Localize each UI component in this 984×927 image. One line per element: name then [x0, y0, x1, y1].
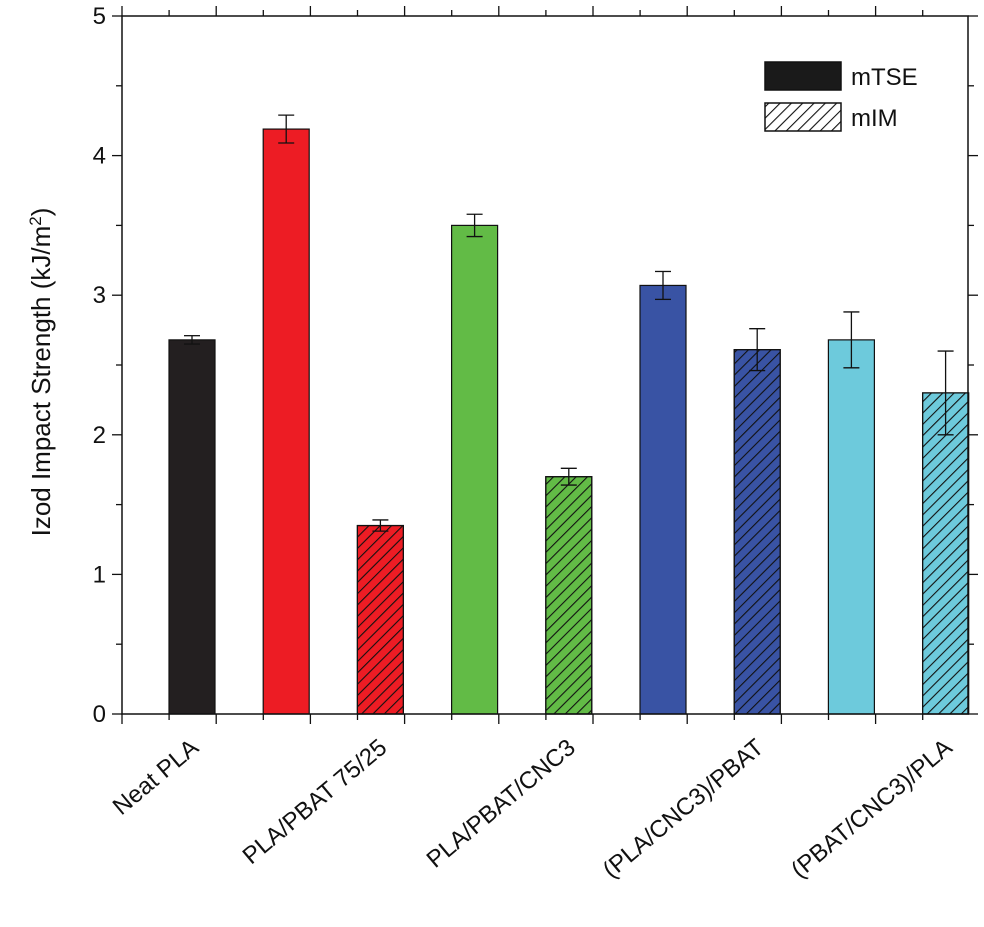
error-bar: [843, 311, 860, 369]
x-category-label: Neat PLA: [108, 734, 204, 821]
y-tick-label: 3: [93, 282, 106, 309]
y-tick-label: 4: [93, 143, 106, 170]
bar-hatch-overlay: [356, 524, 404, 715]
y-tick-label: 2: [93, 422, 106, 449]
legend-label-mtse: mTSE: [851, 64, 918, 91]
axis-ticks: [112, 6, 978, 724]
y-tick-label: 0: [93, 701, 106, 728]
error-bar: [655, 270, 671, 301]
bar-pla-cnc3-pbat-mtse: [639, 284, 687, 715]
x-category-label: PLA/PBAT 75/25: [238, 734, 393, 870]
error-bar: [749, 328, 766, 372]
legend-swatch-mtse: [764, 61, 842, 91]
error-bar: [278, 114, 295, 144]
error-bar: [372, 519, 389, 532]
bars-layer: [168, 128, 970, 715]
error-bar: [560, 467, 577, 486]
x-category-label: (PLA/CNC3)/PBAT: [598, 734, 770, 884]
y-axis-title: Izod Impact Strength (kJ/m2): [26, 208, 57, 537]
error-bar: [184, 335, 200, 345]
error-bar: [466, 213, 483, 238]
error-bars-layer: [184, 114, 954, 532]
y-tick-label: 1: [93, 561, 106, 588]
x-category-label: (PBAT/CNC3)/PLA: [786, 734, 957, 884]
bar-hatch-overlay: [921, 392, 970, 715]
bar-pla-pbat-cnc3-mtse: [451, 224, 499, 715]
bar-pbat-cnc3-pla-mtse: [827, 339, 876, 715]
legend-label-mim: mIM: [851, 105, 898, 132]
legend-swatch-mim-hatch: [764, 102, 842, 132]
bar-hatch-overlay: [733, 349, 781, 715]
bar-hatch-overlay: [545, 476, 593, 715]
error-bar: [937, 350, 954, 436]
y-tick-label: 5: [93, 3, 106, 30]
bar-pla-pbat-75-25-mtse: [262, 128, 310, 715]
bar-neat-pla-mtse: [168, 339, 216, 715]
legend: mTSE mIM: [764, 61, 918, 132]
x-category-label: PLA/PBAT/CNC3: [422, 734, 581, 874]
